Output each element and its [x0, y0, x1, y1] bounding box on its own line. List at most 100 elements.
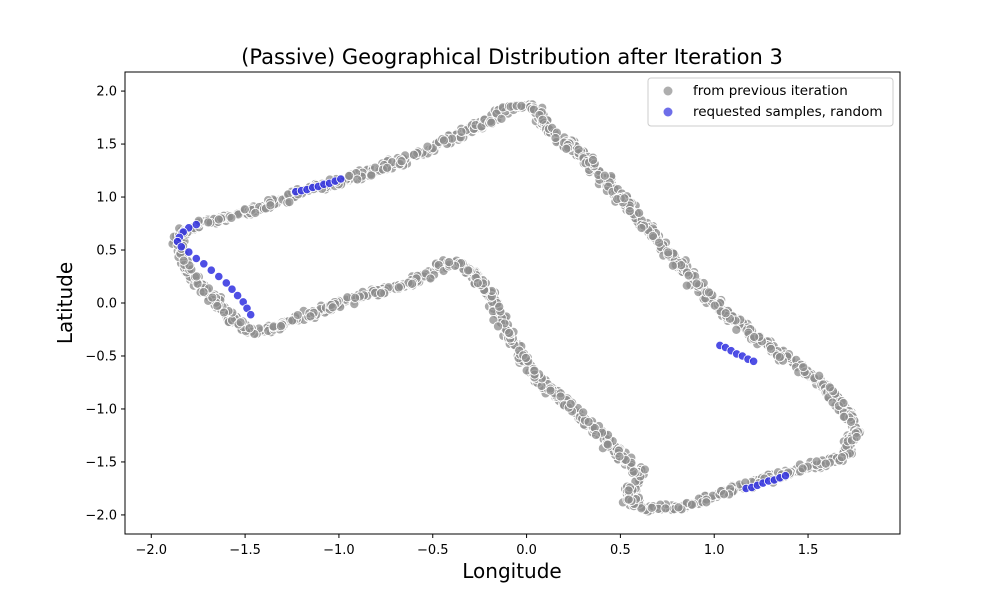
previous-iteration-point: [407, 278, 418, 289]
previous-iteration-point: [623, 485, 634, 496]
previous-iteration-point: [845, 416, 857, 427]
previous-iteration-point: [375, 288, 387, 299]
x-tick-label: −2.0: [135, 543, 167, 558]
previous-iteration-point: [720, 308, 731, 319]
previous-iteration-point: [749, 331, 760, 343]
requested-sample-point: [176, 242, 186, 252]
previous-iteration-point: [444, 257, 455, 268]
requested-sample-point: [227, 284, 237, 294]
y-tick-label: −0.5: [85, 349, 117, 364]
previous-iteration-point: [797, 463, 808, 474]
previous-iteration-point: [496, 113, 507, 124]
previous-iteration-point: [472, 278, 483, 289]
previous-iteration-point: [396, 156, 407, 167]
previous-iteration-point: [765, 343, 777, 354]
chart-title: (Passive) Geographical Distribution afte…: [241, 45, 783, 69]
previous-iteration-point: [504, 327, 515, 338]
y-tick-label: −2.0: [85, 508, 117, 523]
previous-iteration-point: [275, 321, 286, 332]
previous-iteration-point: [203, 217, 214, 228]
x-axis-label: Longitude: [462, 559, 561, 583]
previous-iteration-point: [691, 278, 702, 289]
previous-iteration-point: [624, 206, 635, 217]
previous-iteration-point: [422, 141, 433, 152]
previous-iteration-point: [660, 503, 671, 514]
previous-iteration-point: [191, 271, 202, 282]
previous-iteration-point: [265, 200, 276, 211]
previous-iteration-point: [701, 497, 712, 508]
y-tick-label: −1.0: [85, 402, 117, 417]
previous-iteration-point: [463, 265, 474, 276]
requested-samples-points: [172, 174, 791, 493]
previous-iteration-point: [408, 149, 419, 160]
y-axis-label: Latitude: [53, 262, 77, 344]
legend-marker-previous: [663, 86, 673, 96]
y-tick-label: 0.0: [96, 297, 117, 312]
previous-iteration-point: [667, 260, 678, 271]
requested-sample-point: [780, 471, 791, 481]
previous-iteration-point: [636, 503, 647, 514]
previous-iteration-points: [167, 99, 866, 517]
y-tick-label: 1.0: [96, 191, 117, 206]
previous-iteration-point: [731, 324, 742, 335]
previous-iteration-point: [212, 300, 223, 312]
x-tick-label: 0.0: [516, 543, 537, 558]
previous-iteration-point: [811, 456, 822, 467]
previous-iteration-point: [555, 391, 566, 402]
requested-sample-point: [221, 278, 231, 288]
legend: from previous iteration requested sample…: [647, 77, 894, 127]
previous-iteration-point: [344, 170, 355, 181]
previous-iteration-point: [425, 273, 436, 284]
requested-sample-point: [214, 271, 224, 282]
previous-iteration-point: [516, 100, 527, 111]
previous-iteration-point: [578, 407, 589, 418]
previous-iteration-point: [774, 352, 785, 363]
previous-iteration-point: [520, 352, 531, 363]
previous-iteration-point: [235, 317, 246, 328]
previous-iteration-point: [614, 451, 625, 462]
previous-iteration-point: [350, 292, 361, 303]
previous-iteration-point: [456, 126, 467, 137]
previous-iteration-point: [239, 204, 250, 215]
previous-iteration-point: [686, 499, 698, 510]
requested-sample-point: [246, 310, 256, 320]
previous-iteration-point: [836, 452, 847, 463]
previous-iteration-point: [590, 429, 602, 441]
y-tick-label: 2.0: [96, 85, 117, 100]
previous-iteration-point: [820, 458, 831, 469]
previous-iteration-point: [599, 170, 610, 181]
previous-iteration-point: [213, 214, 224, 225]
previous-iteration-point: [676, 260, 687, 271]
x-tick-label: −1.5: [229, 543, 261, 558]
previous-iteration-point: [198, 286, 209, 298]
previous-iteration-point: [838, 411, 849, 422]
legend-box: [647, 77, 894, 127]
previous-iteration-point: [327, 302, 338, 313]
x-tick-label: 1.5: [798, 543, 819, 558]
previous-iteration-point: [623, 494, 634, 505]
previous-iteration-point: [244, 323, 255, 334]
previous-iteration-point: [814, 370, 825, 381]
previous-iteration-point: [284, 197, 295, 208]
previous-iteration-point: [561, 143, 572, 154]
requested-sample-point: [748, 356, 759, 366]
legend-label-previous: from previous iteration: [693, 83, 848, 99]
previous-iteration-point: [851, 431, 862, 443]
previous-iteration-point: [639, 464, 650, 475]
previous-iteration-point: [683, 270, 694, 281]
previous-iteration-point: [226, 212, 237, 223]
previous-iteration-point: [663, 247, 674, 258]
previous-iteration-point: [798, 362, 809, 373]
x-tick-label: −1.0: [323, 543, 355, 558]
requested-sample-point: [336, 174, 346, 184]
previous-iteration-point: [492, 321, 504, 332]
previous-iteration-point: [352, 174, 363, 185]
previous-iteration-point: [218, 307, 230, 318]
previous-iteration-point: [438, 135, 450, 146]
previous-iteration-point: [550, 132, 561, 144]
y-tick-label: 1.5: [96, 138, 117, 153]
previous-iteration-point: [824, 382, 835, 393]
previous-iteration-point: [250, 207, 261, 219]
x-tick-label: 0.5: [610, 543, 631, 558]
